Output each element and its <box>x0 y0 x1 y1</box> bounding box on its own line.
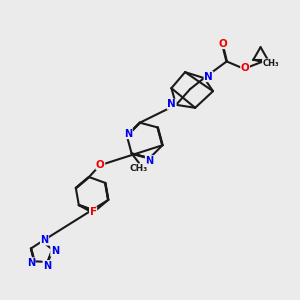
Text: CH₃: CH₃ <box>130 164 148 172</box>
Text: N: N <box>167 99 176 109</box>
Text: N: N <box>146 156 154 166</box>
Text: O: O <box>96 160 105 170</box>
Text: O: O <box>219 39 227 49</box>
Text: CH₃: CH₃ <box>262 59 279 68</box>
Text: N: N <box>51 246 59 256</box>
Text: O: O <box>241 63 250 73</box>
Text: N: N <box>43 261 51 271</box>
Text: N: N <box>40 235 49 245</box>
Text: N: N <box>204 72 213 82</box>
Text: N: N <box>124 129 132 139</box>
Text: N: N <box>27 258 35 268</box>
Text: F: F <box>89 207 97 217</box>
